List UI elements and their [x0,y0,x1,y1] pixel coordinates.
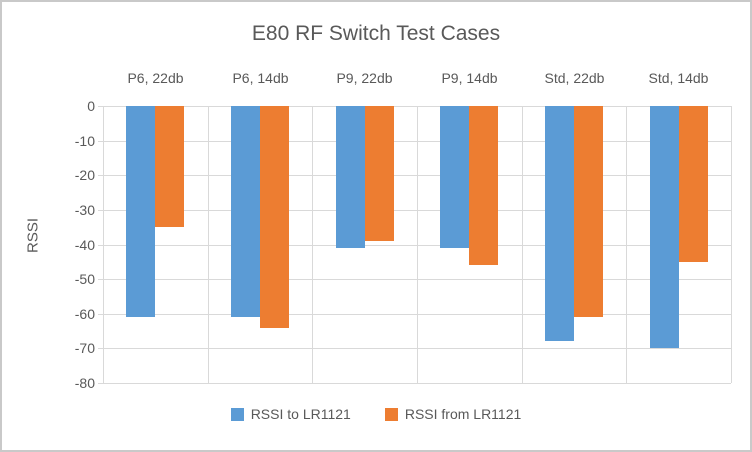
y-tick-mark [98,141,103,142]
gridline-vertical [208,106,209,383]
legend-swatch-rssi-from-lr1121 [384,407,398,421]
gridline-vertical [731,106,732,383]
legend-item: RSSI to LR1121 [230,406,351,422]
category-label: Std, 14db [648,70,709,86]
bar-rssi-from-lr1121 [469,106,498,265]
y-tick-mark [98,348,103,349]
y-tick-label: -10 [74,133,95,149]
category-label: Std, 22db [544,70,605,86]
y-tick-label: -40 [74,237,95,253]
y-tick-label: -60 [74,306,95,322]
bar-rssi-to-lr1121 [231,106,260,317]
y-tick-label: -80 [74,375,95,391]
bar-rssi-to-lr1121 [440,106,469,248]
bar-rssi-from-lr1121 [365,106,394,241]
category-label: P9, 22db [336,70,393,86]
legend-label: RSSI to LR1121 [250,406,351,422]
bar-rssi-from-lr1121 [679,106,708,262]
y-tick-mark [98,210,103,211]
gridline-vertical [103,106,104,383]
bar-rssi-from-lr1121 [574,106,603,317]
gridline-vertical [522,106,523,383]
plot-area [103,106,732,384]
legend-swatch-rssi-to-lr1121 [230,407,244,421]
bar-rssi-to-lr1121 [545,106,574,341]
chart-title: E80 RF Switch Test Cases [251,22,501,45]
y-axis-title: RSSI [24,218,42,254]
bar-rssi-from-lr1121 [155,106,184,227]
y-tick-mark [98,383,103,384]
y-tick-mark [98,279,103,280]
y-tick-mark [98,106,103,107]
category-label: P6, 14db [232,70,289,86]
y-tick-label: -50 [74,271,95,287]
y-tick-label: 0 [87,98,95,114]
y-tick-label: -70 [74,340,95,356]
bar-rssi-to-lr1121 [650,106,679,348]
category-label: P6, 22db [127,70,184,86]
category-label: P9, 14db [441,70,498,86]
y-tick-mark [98,314,103,315]
bar-rssi-from-lr1121 [260,106,289,328]
legend-label: RSSI from LR1121 [404,406,522,422]
y-tick-mark [98,245,103,246]
bar-rssi-to-lr1121 [336,106,365,248]
gridline-horizontal [103,383,731,384]
bar-rssi-to-lr1121 [126,106,155,317]
y-tick-label: -20 [74,167,95,183]
gridline-vertical [312,106,313,383]
y-tick-mark [98,175,103,176]
gridline-vertical [626,106,627,383]
legend: RSSI to LR1121 RSSI from LR1121 [2,406,750,422]
legend-item: RSSI from LR1121 [384,406,522,422]
y-tick-label: -30 [74,202,95,218]
gridline-vertical [417,106,418,383]
